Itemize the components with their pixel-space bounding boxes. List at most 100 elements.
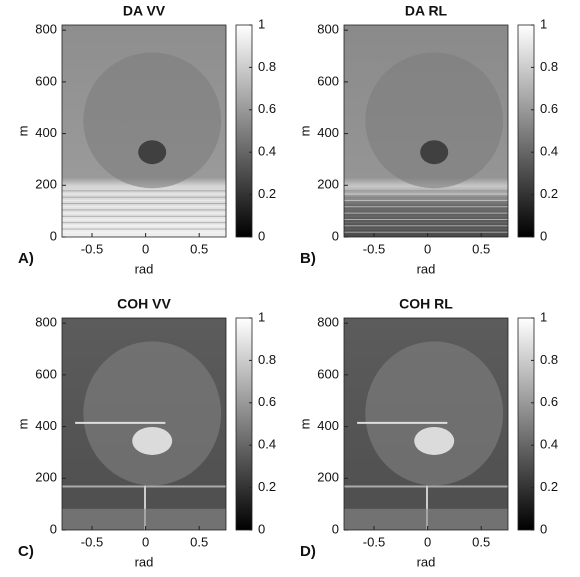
y-axis-label: m: [15, 419, 30, 430]
image-core: [420, 140, 449, 165]
image-stripe: [62, 209, 226, 211]
y-axis-label: m: [15, 126, 30, 137]
image-stripe: [62, 218, 226, 220]
image-core: [138, 140, 167, 165]
x-axis-label: rad: [417, 554, 436, 569]
y-tick-label: 800: [35, 22, 57, 37]
image-stripe: [62, 212, 226, 214]
x-tick-label: 0: [142, 241, 149, 256]
x-tick-label: 0.5: [472, 534, 490, 549]
image-stripe: [344, 196, 508, 198]
image-stripe: [344, 218, 508, 220]
image-stripe: [62, 206, 226, 208]
colorbar-tick-label: 0.8: [258, 352, 276, 367]
y-axis-label: m: [297, 126, 312, 137]
y-tick-label: 0: [332, 228, 339, 243]
image-stripe: [344, 193, 508, 195]
image-stripe: [62, 231, 226, 233]
y-tick-label: 400: [317, 125, 339, 140]
axes-frame: [343, 24, 509, 238]
panel-title: DA RL: [405, 3, 448, 19]
image-line: [144, 485, 146, 530]
panel-label: D): [300, 543, 316, 560]
x-tick-label: -0.5: [363, 534, 385, 549]
colorbar-tick-label: 0.4: [540, 437, 558, 452]
colorbar-tick-label: 0: [540, 521, 547, 536]
y-tick-label: 600: [317, 366, 339, 381]
colorbar-tick-label: 0.2: [540, 186, 558, 201]
y-tick-label: 600: [317, 73, 339, 88]
colorbar-tick-label: 0: [258, 228, 265, 243]
colorbar-tick-label: 1: [258, 16, 265, 31]
x-axis-label: rad: [135, 261, 154, 276]
colorbar-tick-label: 0: [258, 521, 265, 536]
image-stripe: [62, 203, 226, 205]
y-tick-label: 800: [317, 315, 339, 330]
y-tick-label: 400: [35, 418, 57, 433]
x-tick-label: -0.5: [81, 241, 103, 256]
image-stripe: [62, 215, 226, 217]
image-stripe: [62, 222, 226, 224]
colorbar-tick-label: 1: [540, 16, 547, 31]
image-stripe: [344, 222, 508, 224]
colorbar-tick-label: 0.8: [540, 59, 558, 74]
panel-label: A): [18, 250, 34, 267]
image-stripe: [62, 196, 226, 198]
x-tick-label: 0: [424, 241, 431, 256]
image-line: [426, 485, 428, 530]
x-tick-label: 0.5: [472, 241, 490, 256]
colorbar-tick-label: 1: [258, 309, 265, 324]
image-stripe: [344, 199, 508, 201]
y-tick-label: 200: [317, 177, 339, 192]
axes-frame: [61, 317, 227, 531]
x-tick-label: 0.5: [190, 241, 208, 256]
colorbar: [517, 24, 535, 238]
y-tick-label: 200: [35, 470, 57, 485]
x-axis-label: rad: [135, 554, 154, 569]
colorbar-tick-label: 0.2: [258, 186, 276, 201]
colorbar: [235, 317, 253, 531]
x-tick-label: -0.5: [81, 534, 103, 549]
colorbar-tick-label: 0.6: [258, 101, 276, 116]
image-stripe: [344, 228, 508, 230]
y-tick-label: 600: [35, 366, 57, 381]
image: [344, 25, 508, 237]
image-fan: [83, 341, 222, 486]
colorbar: [235, 24, 253, 238]
colorbar-tick-label: 0.8: [258, 59, 276, 74]
image-bottom: [344, 508, 508, 530]
image-fan: [365, 341, 504, 486]
y-tick-label: 600: [35, 73, 57, 88]
image-stripe: [344, 209, 508, 211]
panel-label: C): [18, 543, 34, 560]
image-fan: [365, 52, 504, 189]
panel-title: COH RL: [399, 296, 453, 312]
axes-frame: [343, 317, 509, 531]
image-line: [357, 421, 448, 424]
image-stripe: [344, 206, 508, 208]
image-stripe: [62, 225, 226, 227]
axes-frame: [61, 24, 227, 238]
image-stripe: [344, 190, 508, 192]
colorbar-tick-label: 0.2: [258, 479, 276, 494]
y-tick-label: 0: [50, 228, 57, 243]
image-fan: [83, 52, 222, 189]
image-stripe: [62, 190, 226, 192]
image: [62, 25, 226, 237]
colorbar-tick-label: 0.4: [258, 437, 276, 452]
image: [344, 318, 508, 530]
image-line: [75, 421, 166, 424]
panel-label: B): [300, 250, 316, 267]
y-tick-label: 200: [35, 177, 57, 192]
image-core: [132, 426, 173, 455]
y-tick-label: 200: [317, 470, 339, 485]
colorbar-tick-label: 0.2: [540, 479, 558, 494]
image-stripe: [344, 215, 508, 217]
colorbar-tick-label: 1: [540, 309, 547, 324]
image-stripe: [344, 212, 508, 214]
x-axis-label: rad: [417, 261, 436, 276]
image-stripe: [344, 203, 508, 205]
image-stripe: [344, 231, 508, 233]
x-tick-label: -0.5: [363, 241, 385, 256]
